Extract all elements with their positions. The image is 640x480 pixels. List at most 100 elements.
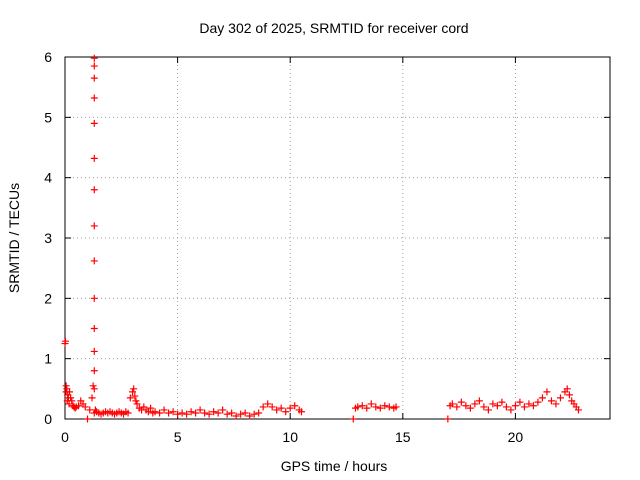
data-point <box>489 400 497 408</box>
data-point <box>475 397 483 405</box>
data-point <box>511 402 519 410</box>
data-point <box>246 412 254 420</box>
data-point <box>448 400 456 408</box>
data-point <box>210 408 218 416</box>
data-point <box>376 404 384 412</box>
data-point <box>132 397 140 405</box>
y-tick-label: 1 <box>44 351 52 367</box>
data-point <box>90 119 98 127</box>
data-point <box>574 406 582 414</box>
data-point <box>90 385 98 393</box>
data-point <box>277 404 285 412</box>
data-point <box>84 415 92 423</box>
data-point <box>130 385 138 393</box>
data-point <box>81 403 89 411</box>
data-point <box>498 398 506 406</box>
data-point <box>538 394 546 402</box>
data-point <box>68 397 76 405</box>
y-tick-label: 0 <box>44 411 52 427</box>
data-point <box>457 398 465 406</box>
data-point <box>237 410 245 418</box>
data-point <box>250 410 258 418</box>
data-point <box>90 367 98 375</box>
data-point <box>232 412 240 420</box>
y-tick-label: 4 <box>44 170 52 186</box>
data-point <box>66 388 74 396</box>
x-tick-label: 15 <box>395 429 411 445</box>
data-point <box>90 94 98 102</box>
data-point <box>520 403 528 411</box>
data-point <box>201 409 209 417</box>
data-point <box>205 410 213 418</box>
data-point <box>156 409 164 417</box>
y-tick-label: 2 <box>44 290 52 306</box>
data-point <box>480 403 488 411</box>
data-point <box>165 409 173 417</box>
data-point <box>133 400 141 408</box>
data-point <box>192 409 200 417</box>
data-point <box>462 402 470 410</box>
data-point <box>552 400 560 408</box>
y-tick-label: 5 <box>44 109 52 125</box>
x-tick-label: 20 <box>508 429 524 445</box>
data-point <box>183 410 191 418</box>
data-point <box>471 400 479 408</box>
data-point <box>90 347 98 355</box>
data-point <box>90 222 98 230</box>
data-point <box>385 403 393 411</box>
data-point <box>273 406 281 414</box>
data-point <box>126 394 134 402</box>
data-point <box>367 400 375 408</box>
data-point <box>160 406 168 414</box>
data-point <box>169 408 177 416</box>
data-point <box>349 415 357 423</box>
data-point <box>89 382 97 390</box>
data-point <box>196 406 204 414</box>
y-axis-label: SRMTID / TECUs <box>6 183 22 293</box>
data-point <box>75 402 83 410</box>
data-point <box>453 403 461 411</box>
x-tick-label: 10 <box>282 429 298 445</box>
data-point <box>282 408 290 416</box>
data-point <box>187 408 195 416</box>
data-point <box>90 54 98 62</box>
data-point <box>381 402 389 410</box>
data-point <box>286 404 294 412</box>
axis-ticks: 0 5 10 15 20 0 1 2 3 4 5 6 <box>44 49 610 445</box>
data-point <box>90 186 98 194</box>
data-point <box>62 382 70 390</box>
data-point <box>90 325 98 332</box>
data-point <box>563 385 571 393</box>
data-point <box>354 403 362 411</box>
data-point <box>392 403 400 411</box>
data-point <box>493 402 501 410</box>
data-point <box>67 394 75 402</box>
data-point <box>151 408 159 416</box>
data-point <box>268 403 276 411</box>
data-point <box>131 392 139 400</box>
data-point <box>61 337 69 345</box>
data-point <box>358 402 366 410</box>
data-point <box>214 409 222 417</box>
data-point <box>507 406 515 414</box>
data-point <box>241 409 249 417</box>
data-point <box>534 398 542 406</box>
data-point <box>144 408 152 416</box>
data-point <box>88 394 96 402</box>
data-point <box>543 388 551 396</box>
data-point <box>259 403 267 411</box>
y-tick-label: 3 <box>44 230 52 246</box>
data-point <box>147 404 155 412</box>
data-point <box>525 400 533 408</box>
x-tick-label: 5 <box>174 429 182 445</box>
data-point <box>223 410 231 418</box>
data-point <box>565 391 573 399</box>
data-point <box>529 402 537 410</box>
grid <box>65 57 610 419</box>
data-point <box>90 257 98 265</box>
x-axis-label: GPS time / hours <box>281 458 388 474</box>
data-point <box>297 408 305 416</box>
data-point <box>444 415 452 423</box>
data-point <box>466 404 474 412</box>
